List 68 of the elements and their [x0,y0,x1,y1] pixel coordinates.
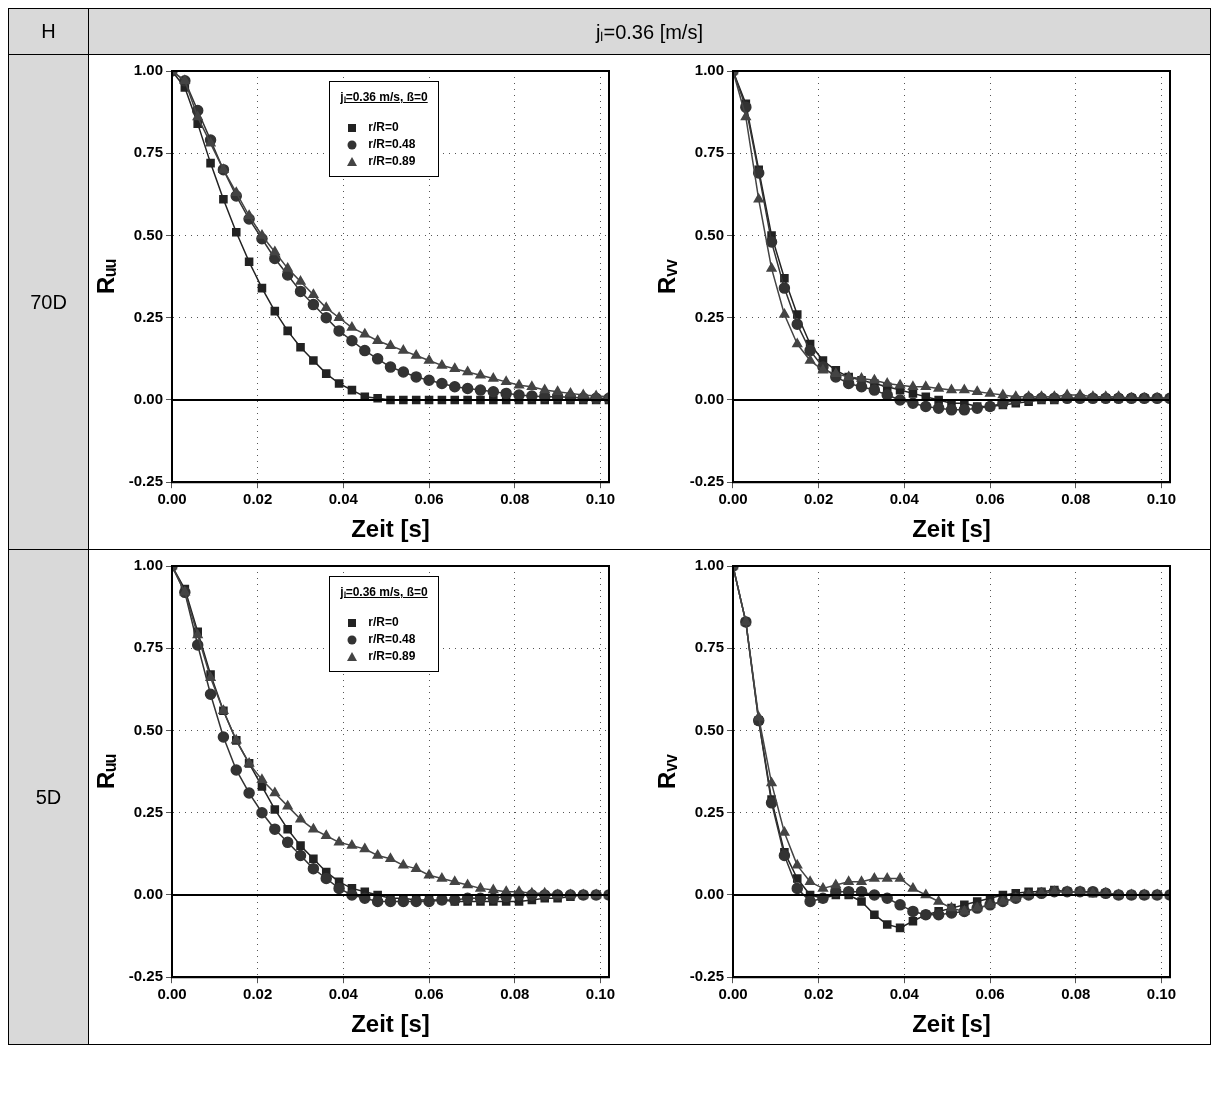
x-tick-label: 0.10 [1146,985,1176,1003]
x-tick-label: 0.04 [328,985,359,1003]
x-tick-label: 0.06 [414,985,444,1003]
text: 70D [8,54,89,550]
y-tick-label: 0.50 [133,225,163,243]
y-tick-label: 0.25 [694,802,724,820]
y-axis-title: Rᵤᵤ [92,258,120,295]
y-tick-label: 0.75 [133,638,163,656]
y-tick-label: 0.00 [694,390,724,408]
legend-title: jₗ=0.36 m/s, ß=0 [340,584,428,600]
x-tick-label: 0.08 [1060,490,1090,508]
y-tick-label: 0.25 [133,307,163,325]
y-tick-label: 0.75 [694,638,724,656]
x-tick-label: 0.08 [1060,985,1090,1003]
x-tick-label: 0.08 [500,985,530,1003]
y-tick-label: 0.50 [694,720,724,738]
y-tick-label: 0.00 [694,885,724,903]
x-tick-label: 0.02 [803,985,833,1003]
legend-label: r/R=0 [368,615,399,629]
x-tick-label: 0.04 [328,490,359,508]
text: jₗ=0.36 [m/s] [88,8,1211,55]
y-tick-label: -0.25 [689,472,724,490]
y-tick-label: 0.25 [133,802,163,820]
x-tick-label: 0.10 [585,490,616,508]
legend-title: jₗ=0.36 m/s, ß=0 [340,89,428,105]
y-tick-label: 0.25 [694,307,724,325]
y-axis-title: Rᵥᵥ [652,753,680,789]
legend-label: r/R=0.89 [368,649,416,663]
x-tick-label: 0.02 [243,985,273,1003]
y-axis-title: Rᵥᵥ [652,258,680,294]
x-tick-label: 0.00 [717,985,748,1003]
y-tick-label: 0.75 [694,143,724,161]
y-tick-label: 0.50 [133,720,163,738]
y-tick-label: 0.50 [694,225,724,243]
y-tick-label: 1.00 [133,556,163,574]
x-axis-title: Zeit [s] [351,515,430,543]
y-tick-label: 0.00 [133,390,163,408]
x-tick-label: 0.04 [889,490,920,508]
x-tick-label: 0.02 [803,490,833,508]
x-tick-label: 0.02 [243,490,273,508]
x-tick-label: 0.00 [157,985,187,1003]
legend-label: r/R=0.48 [368,632,416,646]
y-tick-label: 1.00 [694,556,724,574]
y-tick-label: 0.00 [133,885,163,903]
x-tick-label: 0.06 [974,985,1005,1003]
y-tick-label: 0.75 [133,143,163,161]
x-tick-label: 0.00 [717,490,748,508]
y-tick-label: 1.00 [694,61,724,79]
y-tick-label: -0.25 [689,967,724,985]
x-tick-label: 0.06 [974,490,1005,508]
y-tick-label: -0.25 [128,472,163,490]
y-axis-title: Rᵤᵤ [92,753,120,790]
y-tick-label: -0.25 [128,967,163,985]
x-axis-title: Zeit [s] [351,1010,430,1038]
x-tick-label: 0.04 [889,985,920,1003]
legend-label: r/R=0.48 [368,137,416,151]
text: H [8,8,89,55]
x-tick-label: 0.10 [1146,490,1176,508]
x-axis-title: Zeit [s] [911,1010,991,1038]
legend-label: r/R=0 [368,120,399,134]
legend-label: r/R=0.89 [368,154,416,168]
x-tick-label: 0.06 [414,490,444,508]
y-tick-label: 1.00 [133,61,163,79]
x-tick-label: 0.08 [500,490,530,508]
text: 5D [8,549,89,1045]
x-axis-title: Zeit [s] [911,515,991,543]
x-tick-label: 0.10 [585,985,616,1003]
x-tick-label: 0.00 [157,490,187,508]
